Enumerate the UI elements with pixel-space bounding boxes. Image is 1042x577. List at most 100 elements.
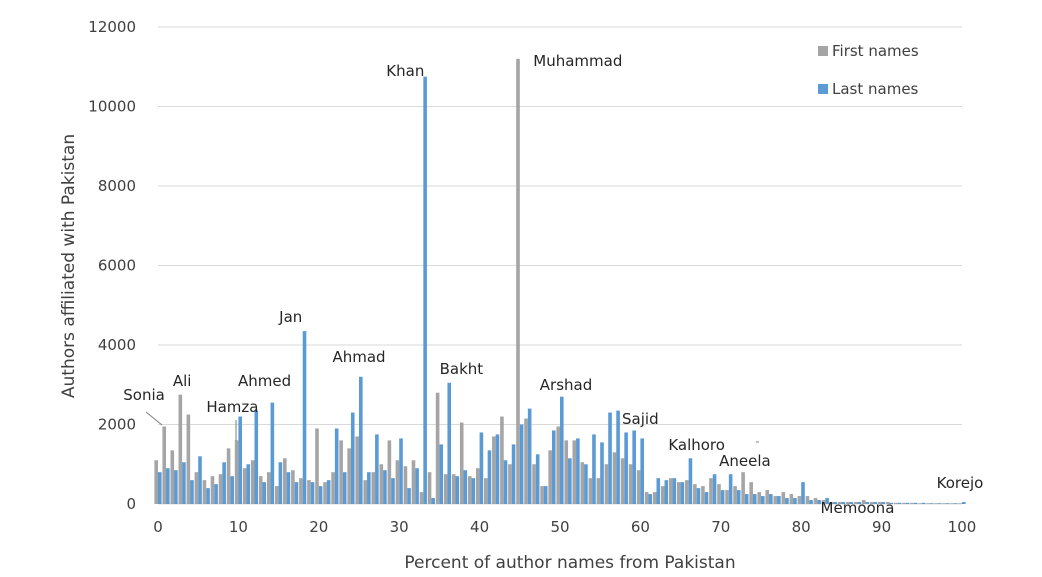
bar-last-name [672,478,677,504]
bar-first-name [942,503,946,504]
bar-first-name [894,502,898,504]
bar-first-name [829,502,834,504]
y-axis-title: Authors affiliated with Pakistan [59,134,79,398]
bar-last-name [632,430,636,504]
bar-last-name [664,480,669,504]
bar-last-name [415,468,419,504]
bar-first-name [620,458,625,504]
bar-last-name [736,490,741,504]
bar-last-name [584,464,588,504]
y-tick-label: 12000 [88,18,136,36]
bar-first-name [612,452,617,504]
x-tick-label: 20 [309,518,328,536]
bar-last-name [399,438,403,504]
bar-last-name [873,502,878,504]
bar-first-name [701,486,705,504]
bar-last-name [624,432,628,504]
bar-last-name [648,494,653,504]
bar-last-name [286,472,291,504]
bar-last-name [278,462,283,504]
bar-first-name [749,482,753,504]
bar-first-name [275,486,279,504]
bar-first-name [516,58,520,505]
bar-first-name [443,474,448,504]
legend-swatch-last-names [818,84,828,94]
bar-last-name [728,474,733,504]
bar-last-name [608,412,612,504]
bar-last-name [423,76,427,504]
x-tick-label: 50 [550,518,569,536]
bar-first-name [363,480,368,504]
bar-first-name [266,472,271,504]
bar-last-name [447,382,452,504]
bar-first-name [797,496,802,504]
bar-last-name [182,462,186,504]
bar-first-name [910,502,914,504]
bar-first-name [733,486,737,504]
bar-first-name [170,450,175,504]
y-tick-label: 8000 [98,177,136,195]
annotation-korejo: Korejo [937,474,984,492]
bar-last-name [391,478,395,504]
bar-last-name [527,408,532,504]
bar-first-name [524,418,528,504]
bar-last-name [543,486,548,504]
bar-first-name [580,462,585,504]
x-tick-label: 80 [792,518,811,536]
bar-last-name [166,468,170,504]
bar-first-name [926,503,930,504]
bar-first-name [226,448,231,504]
bar-first-name [821,500,826,504]
annotation-aneela: Aneela [719,452,771,470]
annotation-ahmad: Ahmad [332,348,385,366]
bar-last-name [897,502,902,504]
legend-label-first-names: First names [832,42,919,60]
bar-last-name [913,502,918,504]
gridlines: 0 2000 4000 6000 8000 10000 12000 0 10 20 30 40 50 60… [88,18,976,536]
bar-first-name [644,492,649,504]
bar-first-name [210,476,215,504]
bar-last-name [198,456,202,504]
bar-last-name [302,331,307,504]
bar-first-name [347,448,351,504]
annotation-sajid: Sajid [622,410,659,428]
annotation-sonia: Sonia [123,386,165,404]
bar-first-name [459,422,464,504]
bar-first-name [934,503,938,504]
annotation-memoona: Memoona [821,499,895,517]
bar-first-name [250,460,255,504]
bar-last-name [158,472,162,504]
bar-first-name [451,474,456,504]
bar-last-name [551,430,556,504]
bar-last-name [929,503,934,504]
annotation-arshad: Arshad [540,376,592,394]
bar-first-name [194,472,199,504]
bar-first-name [532,464,536,504]
bar-first-name [379,464,384,504]
bar-first-name [283,458,287,504]
bar-last-name [962,502,966,504]
bar-last-name [174,470,178,504]
bar-first-name [556,426,560,504]
bar-first-name [628,464,633,504]
x-tick-label: 30 [390,518,409,536]
bar-last-name [318,486,323,504]
bar-last-name [744,494,749,504]
last-names-series [158,76,966,504]
bar-first-name [234,440,239,504]
bar-first-name [540,486,544,504]
bar-last-name [214,484,218,504]
bar-first-name [492,436,496,504]
legend-label-last-names: Last names [832,80,919,98]
bar-first-name [564,440,569,504]
axes: Percent of author names from Pakistan Au… [59,134,736,573]
bar-last-name [326,480,331,504]
bar-first-name [588,478,593,504]
y-tick-label: 0 [126,495,136,513]
bar-first-name [162,426,167,504]
bar-first-name [154,460,158,504]
bar-last-name [761,496,765,504]
bar-last-name [294,482,299,504]
bar-first-name [427,472,432,504]
